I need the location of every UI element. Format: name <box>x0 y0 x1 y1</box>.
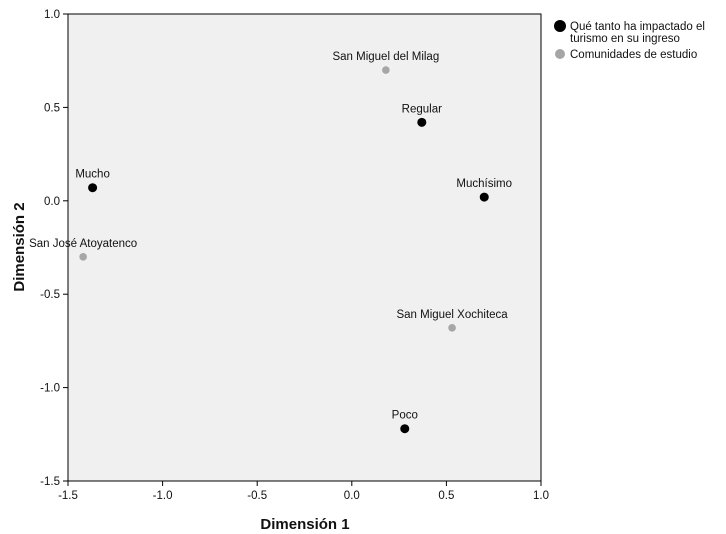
legend-label: Comunidades de estudio <box>570 49 697 61</box>
x-tick-label: -1.5 <box>58 490 78 502</box>
x-axis: -1.5 -1.0 -0.5 0.0 0.5 1.0 <box>58 481 549 502</box>
x-axis-title: Dimensión 1 <box>260 516 349 533</box>
y-axis: -1.5 -1.0 -0.5 0.0 0.5 1.0 <box>40 9 68 488</box>
data-point <box>400 424 410 434</box>
legend-marker <box>554 20 566 32</box>
y-tick-label: 0.5 <box>44 102 60 114</box>
y-tick-label: 1.0 <box>44 9 60 21</box>
y-tick-label: -1.5 <box>40 476 60 488</box>
data-point <box>88 183 98 193</box>
y-tick-label: -0.5 <box>40 289 60 301</box>
legend-label: Qué tanto ha impactado el <box>570 21 705 33</box>
x-tick-label: 0.5 <box>438 490 454 502</box>
data-point <box>448 324 456 332</box>
data-points: Mucho Regular Muchísimo Poco San Miguel del … <box>29 51 512 434</box>
legend-marker <box>555 49 565 59</box>
data-point-label: Regular <box>402 103 442 115</box>
data-point-label: Mucho <box>75 169 110 181</box>
x-tick-label: 1.0 <box>533 490 549 502</box>
data-point <box>417 117 427 127</box>
y-axis-title: Dimensión 2 <box>11 202 28 291</box>
data-point <box>382 66 390 74</box>
x-tick-label: -0.5 <box>247 490 267 502</box>
x-tick-label: 0.0 <box>344 490 360 502</box>
x-tick-label: -1.0 <box>153 490 173 502</box>
y-tick-label: 0.0 <box>44 196 60 208</box>
data-point <box>479 192 489 202</box>
data-point-label: Muchísimo <box>456 178 512 190</box>
data-point-label: San Miguel del Milag <box>332 51 439 63</box>
data-point <box>79 253 87 261</box>
y-tick-label: -1.0 <box>40 383 60 395</box>
data-point-label: San Miguel Xochiteca <box>396 309 508 321</box>
plot-area <box>67 13 542 482</box>
data-point-label: San José Atoyatenco <box>29 238 137 250</box>
legend-label: turismo en su ingreso <box>570 33 680 45</box>
data-point-label: Poco <box>392 410 418 422</box>
